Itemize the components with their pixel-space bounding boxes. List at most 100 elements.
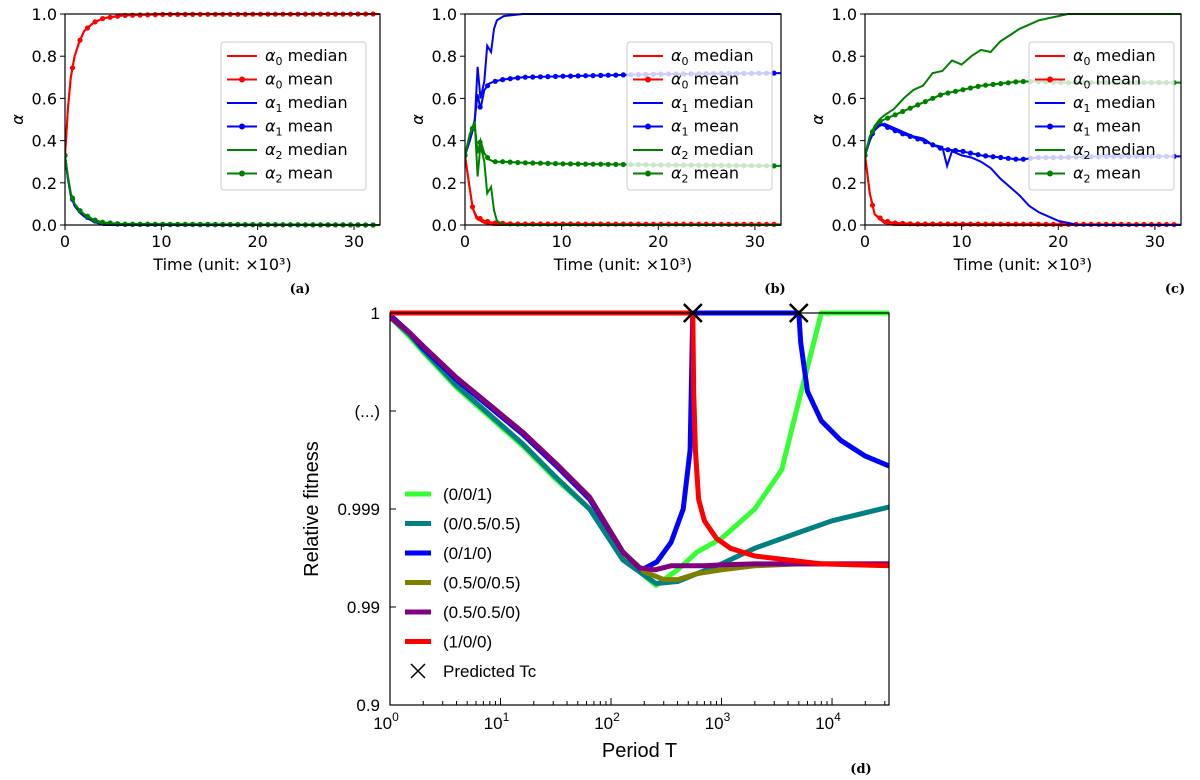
series-point [922, 221, 928, 227]
y-tick-label: 0.99 [347, 598, 380, 617]
series-point [477, 139, 483, 145]
y-tick-label: 0.6 [432, 89, 457, 108]
series-point [877, 215, 883, 221]
series-point [522, 160, 528, 166]
series-point [500, 77, 506, 83]
series-point [613, 72, 619, 78]
x-axis-label: Time (unit: ×10³) [553, 255, 692, 274]
series-point [771, 70, 777, 76]
series-point [492, 78, 498, 84]
series-point [922, 99, 928, 105]
legend-box [626, 41, 773, 191]
series-point [967, 85, 974, 91]
series-point [1005, 155, 1011, 161]
series-point [983, 221, 989, 227]
panel-label: (c) [1165, 282, 1185, 297]
series-point [590, 73, 596, 79]
series-point [590, 161, 596, 167]
series-point [545, 160, 551, 166]
y-tick-label: 0.2 [32, 174, 57, 193]
x-tick-label: 20 [1048, 232, 1068, 251]
legend-label: α1 median [1073, 93, 1156, 115]
series-point [84, 213, 91, 219]
series-point [937, 145, 944, 151]
series-point [771, 163, 777, 169]
x-tick-label: 100 [373, 710, 399, 733]
series-point [552, 161, 559, 167]
series-point [983, 153, 989, 159]
series-point [892, 128, 898, 134]
series-point [92, 19, 98, 25]
y-tick-label: 0.0 [832, 216, 857, 235]
series-point [869, 202, 876, 208]
series-point [885, 218, 891, 225]
series-point [937, 221, 944, 227]
series-point [485, 218, 491, 225]
series-point [137, 221, 143, 227]
series-point [945, 221, 951, 227]
series-point [1013, 221, 1019, 227]
y-tick-label: 0.4 [32, 132, 57, 151]
series-point [69, 195, 76, 201]
legend-label: α0 mean [671, 70, 739, 92]
legend-label: α0 median [1073, 46, 1156, 68]
legend-label: α2 median [671, 140, 754, 162]
legend-marker [239, 170, 245, 177]
series-point [1020, 156, 1026, 162]
x-tick-label: 0 [460, 232, 470, 251]
y-tick-label: 1 [371, 304, 380, 323]
series-point [182, 221, 188, 227]
legend-marker [645, 170, 651, 177]
axes-frame [464, 13, 782, 226]
series-point [1013, 79, 1019, 85]
series-point [137, 12, 143, 18]
x-axis-label: Time (unit: ×10³) [152, 255, 291, 274]
series-point [967, 150, 974, 156]
series-point [560, 73, 566, 79]
legend-label: α2 median [265, 140, 348, 162]
series-line [65, 13, 380, 156]
series-point [575, 73, 581, 79]
series-point [160, 221, 166, 227]
series-point [197, 221, 203, 227]
legend-label: α0 mean [265, 70, 333, 92]
series-point [515, 159, 521, 166]
series-point [552, 73, 559, 79]
series-point [465, 152, 468, 158]
legend-label: α2 mean [671, 164, 739, 186]
series-point [998, 221, 1004, 227]
series-point [907, 133, 913, 139]
series-point [967, 221, 974, 227]
series-line [865, 13, 1181, 156]
panel-d: 0.9 0.99 0.999 (...) 1 100 101 102 103 104 Period … [301, 303, 890, 777]
series-point [537, 160, 544, 166]
series-point [575, 161, 581, 167]
plot-area [65, 11, 380, 228]
series-point [507, 76, 513, 82]
x-tick-label: 20 [648, 232, 668, 251]
series-line [390, 314, 889, 583]
legend-label: α0 median [265, 46, 348, 68]
y-tick-label: 0.9 [356, 696, 380, 715]
series-point [1028, 221, 1034, 227]
series-point [865, 152, 868, 158]
series-point [567, 73, 574, 79]
series-point [107, 14, 113, 20]
series-point [983, 82, 989, 88]
axes-frame [64, 13, 381, 226]
x-tick-label: 10 [951, 232, 971, 251]
panel-label: (d) [850, 762, 871, 777]
series-point [1035, 221, 1041, 227]
series-point [100, 16, 106, 22]
y-tick-label: 0.4 [832, 132, 857, 151]
axes-frame [864, 13, 1182, 226]
series-point [469, 125, 476, 131]
series-point [885, 124, 891, 130]
legend-box [220, 41, 367, 191]
x-tick-label: 102 [594, 710, 620, 733]
series-line [390, 314, 889, 573]
series-point [915, 136, 921, 142]
legend-label: α0 mean [1073, 70, 1141, 92]
x-tick-label: 101 [484, 710, 510, 733]
series-point [930, 142, 936, 148]
